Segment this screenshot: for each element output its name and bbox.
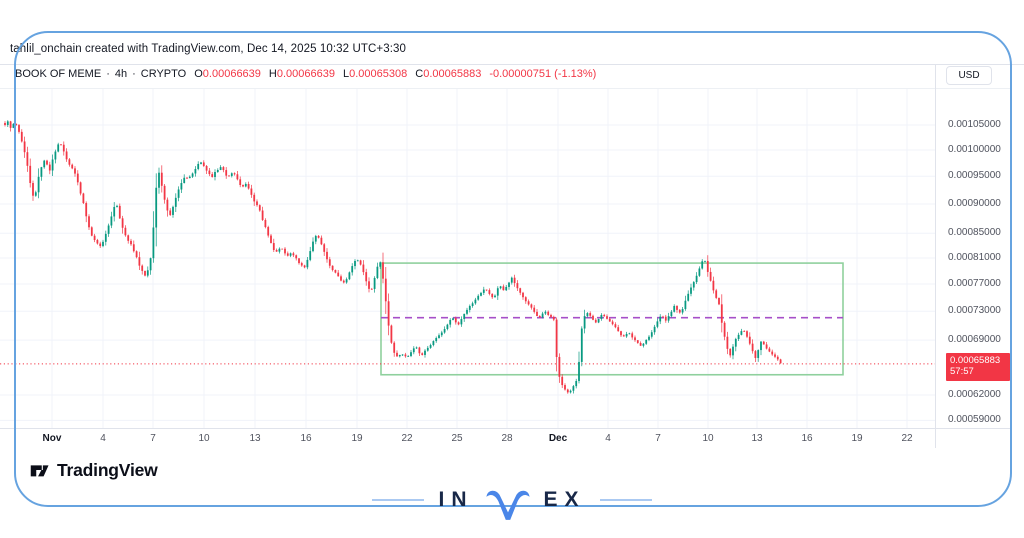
interval-label: 4h	[114, 68, 128, 80]
price-tick-label: 0.00085000	[948, 227, 1001, 239]
time-tick-label: 22	[401, 433, 413, 444]
time-tick-label: Dec	[548, 433, 568, 444]
price-tick-label: 0.00077000	[948, 277, 1001, 289]
time-tick-label: 10	[702, 433, 714, 444]
invex-left-rule	[372, 499, 425, 501]
high-label: H	[268, 68, 277, 80]
open-label: O	[194, 68, 203, 80]
price-tick-label: 0.00073000	[948, 305, 1001, 317]
attribution-text: tahlil_onchain created with TradingView.…	[10, 43, 406, 55]
current-price-value: 0.00065883	[950, 355, 1001, 366]
time-tick-label: 28	[501, 433, 513, 444]
invex-text-right: EX	[543, 488, 586, 511]
time-tick-label: 25	[451, 433, 463, 444]
change-value: -0.00000751 (-1.13%)	[489, 68, 597, 80]
time-tick-label: 16	[300, 433, 312, 444]
time-tick-label: 10	[198, 433, 210, 444]
time-tick-label: 4	[605, 433, 611, 444]
invex-text-left: IN	[438, 488, 474, 511]
legend-separator: ·	[106, 68, 110, 80]
high-value: 0.00066639	[276, 68, 335, 80]
time-tick-label: 13	[751, 433, 763, 444]
open-value: 0.00066639	[202, 68, 261, 80]
price-tick-label: 0.00090000	[948, 198, 1001, 209]
low-value: 0.00065308	[349, 68, 408, 80]
toolbar-bottom-divider	[0, 88, 1012, 89]
price-tick-label: 0.00105000	[948, 119, 1001, 130]
price-tick-label: 0.00062000	[948, 389, 1001, 400]
price-tick-label: 0.00100000	[948, 144, 1001, 155]
currency-usd-button[interactable]: USD	[946, 66, 992, 85]
time-tick-label: 16	[801, 433, 813, 444]
time-tick-label: 19	[351, 433, 363, 444]
close-label: C	[415, 68, 424, 80]
tradingview-logo-text: TradingView	[57, 459, 158, 480]
symbol-name: BOOK OF MEME	[15, 68, 102, 80]
time-axis-divider	[0, 428, 1012, 429]
time-tick-label: Nov	[42, 433, 62, 444]
market-label: CRYPTO	[140, 68, 187, 80]
tradingview-mark-icon	[30, 465, 49, 477]
price-axis-divider	[935, 64, 936, 448]
time-tick-label: 4	[100, 433, 106, 444]
price-tick-label: 0.00069000	[948, 334, 1001, 346]
time-tick-label: 7	[655, 433, 661, 444]
price-tick-label: 0.00095000	[948, 170, 1001, 182]
price-tick-label: 0.00059000	[948, 414, 1001, 426]
toolbar-top-divider	[0, 64, 1024, 65]
invex-right-rule	[599, 499, 652, 501]
current-price-badge: 0.00065883 57:57	[946, 353, 1010, 381]
candle-countdown: 57:57	[950, 366, 974, 378]
time-tick-label: 13	[249, 433, 261, 444]
low-label: L	[343, 68, 350, 80]
chart-legend[interactable]: BOOK OF MEME · 4h · CRYPTO O0.00066639 H…	[15, 68, 596, 80]
price-tick-label: 0.00081000	[948, 252, 1001, 263]
legend-separator: ·	[132, 68, 136, 80]
time-tick-label: 19	[851, 433, 863, 444]
bull-horns-v-icon	[486, 490, 531, 520]
tradingview-logo[interactable]: TradingView	[28, 459, 158, 481]
invex-logo: IN EX	[0, 470, 1024, 530]
time-tick-label: 7	[150, 433, 156, 444]
close-value: 0.00065883	[423, 68, 482, 80]
time-tick-label: 22	[901, 433, 913, 444]
